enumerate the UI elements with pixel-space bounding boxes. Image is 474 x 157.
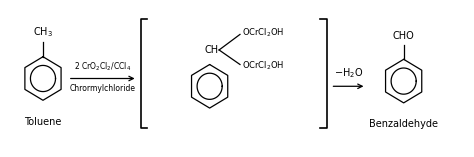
Text: CH: CH (204, 45, 219, 55)
Text: OCrCl$_2$OH: OCrCl$_2$OH (242, 27, 284, 39)
Text: CHO: CHO (393, 31, 415, 41)
Text: Chrormylchloride: Chrormylchloride (70, 84, 136, 93)
Text: Benzaldehyde: Benzaldehyde (369, 119, 438, 130)
Text: CH$_3$: CH$_3$ (33, 25, 53, 39)
Text: OCrCl$_2$OH: OCrCl$_2$OH (242, 60, 284, 72)
Text: −H$_2$O: −H$_2$O (334, 66, 363, 80)
Text: Toluene: Toluene (24, 117, 62, 127)
Text: 2 CrO$_2$Cl$_2$/CCl$_4$: 2 CrO$_2$Cl$_2$/CCl$_4$ (74, 61, 131, 73)
